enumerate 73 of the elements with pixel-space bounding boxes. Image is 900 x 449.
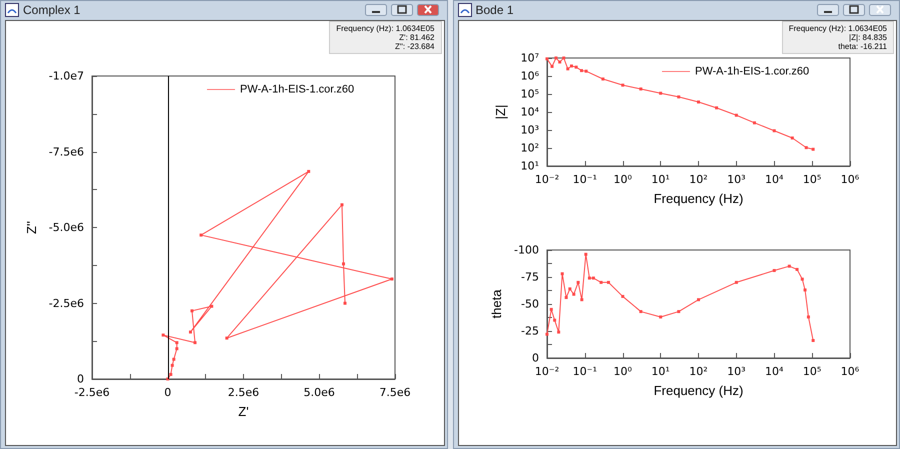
chart-title: Complex 1 — [23, 2, 80, 19]
y-tick-label: -25 — [520, 324, 538, 338]
x-axis-title: Frequency (Hz) — [653, 383, 743, 398]
point — [190, 309, 194, 312]
x-tick-label: 10¹ — [650, 365, 670, 378]
x-tick-label: 10⁰ — [613, 365, 632, 378]
y-tick-label: 10² — [520, 142, 538, 154]
point — [175, 341, 178, 344]
x-tick-label: 0 — [164, 386, 172, 399]
text: Frequency (Hz): 1.0634E05 — [788, 24, 887, 33]
x-tick-label: 10⁵ — [802, 173, 821, 186]
x-tick-label: 10² — [688, 173, 708, 186]
y-tick-label: -5.0e6 — [48, 221, 84, 234]
x-tick-label: 10⁵ — [802, 365, 821, 378]
y-tick-label: 0 — [532, 352, 538, 364]
x-axis-title: Z' — [238, 404, 249, 419]
point — [210, 304, 214, 308]
x-tick-label: 10⁶ — [840, 365, 860, 378]
point — [170, 364, 174, 367]
point — [225, 336, 228, 340]
point — [340, 203, 344, 206]
x-tick-label: 10⁰ — [613, 173, 632, 186]
text: Z': 81.462 — [399, 33, 434, 42]
y-axis-title: |Z| — [492, 104, 508, 120]
x-tick-label: 5.0e6 — [304, 386, 335, 399]
legend-label: PW-A-1h-EIS-1.cor.z60 — [240, 84, 354, 96]
chart-title: Bode 1 — [476, 2, 514, 19]
point — [175, 347, 178, 350]
y-tick-label: -7.5e6 — [48, 145, 84, 158]
text: Frequency (Hz): 1.0634E05 — [336, 24, 434, 33]
x-tick-label: 10⁻¹ — [572, 173, 596, 186]
point — [169, 372, 172, 376]
y-tick-label: 10⁴ — [520, 106, 540, 118]
y-axis-title: Z'' — [24, 221, 39, 234]
y-tick-label: -100 — [514, 244, 538, 256]
point — [342, 262, 345, 266]
point — [200, 234, 203, 237]
point — [390, 278, 394, 281]
point — [172, 358, 176, 361]
y-tick-label: -50 — [520, 298, 538, 310]
x-tick-label: 10² — [688, 365, 708, 378]
x-tick-label: 10⁻² — [534, 173, 559, 186]
point — [194, 341, 197, 344]
point — [344, 302, 347, 305]
x-tick-label: 10¹ — [650, 173, 670, 186]
x-tick-label: 10⁻² — [534, 365, 559, 378]
x-tick-label: 10³ — [726, 173, 746, 186]
text: theta: -16.211 — [838, 42, 887, 51]
point — [307, 170, 310, 173]
x-tick-label: 10⁶ — [840, 173, 860, 186]
legend-label: PW-A-1h-EIS-1.cor.z60 — [694, 66, 809, 78]
y-tick-label: -1.0e7 — [48, 70, 84, 82]
x-tick-label: 7.5e6 — [379, 386, 411, 399]
text: |Z|: 84.835 — [849, 33, 887, 42]
x-tick-label: 10⁴ — [764, 365, 784, 378]
y-tick-label: 10⁵ — [520, 88, 538, 100]
x-axis-title: Frequency (Hz) — [653, 191, 743, 206]
y-axis-title: theta — [488, 288, 504, 318]
y-tick-label: -75 — [520, 270, 538, 284]
y-tick-label: 10³ — [520, 124, 538, 136]
x-tick-label: -2.5e6 — [74, 386, 110, 399]
x-tick-label: 10⁻¹ — [572, 365, 596, 378]
y-tick-label: 10⁷ — [520, 52, 538, 64]
y-tick-label: 10⁶ — [520, 70, 540, 82]
point — [188, 330, 192, 334]
point — [162, 334, 165, 337]
text: Z'': -23.684 — [394, 42, 434, 51]
y-tick-label: -2.5e6 — [48, 296, 84, 310]
x-tick-label: 10³ — [726, 365, 746, 378]
x-tick-label: 10⁴ — [764, 173, 784, 186]
y-tick-label: 10¹ — [520, 160, 538, 172]
line-series — [162, 170, 394, 380]
x-tick-label: 2.5e6 — [228, 386, 260, 399]
